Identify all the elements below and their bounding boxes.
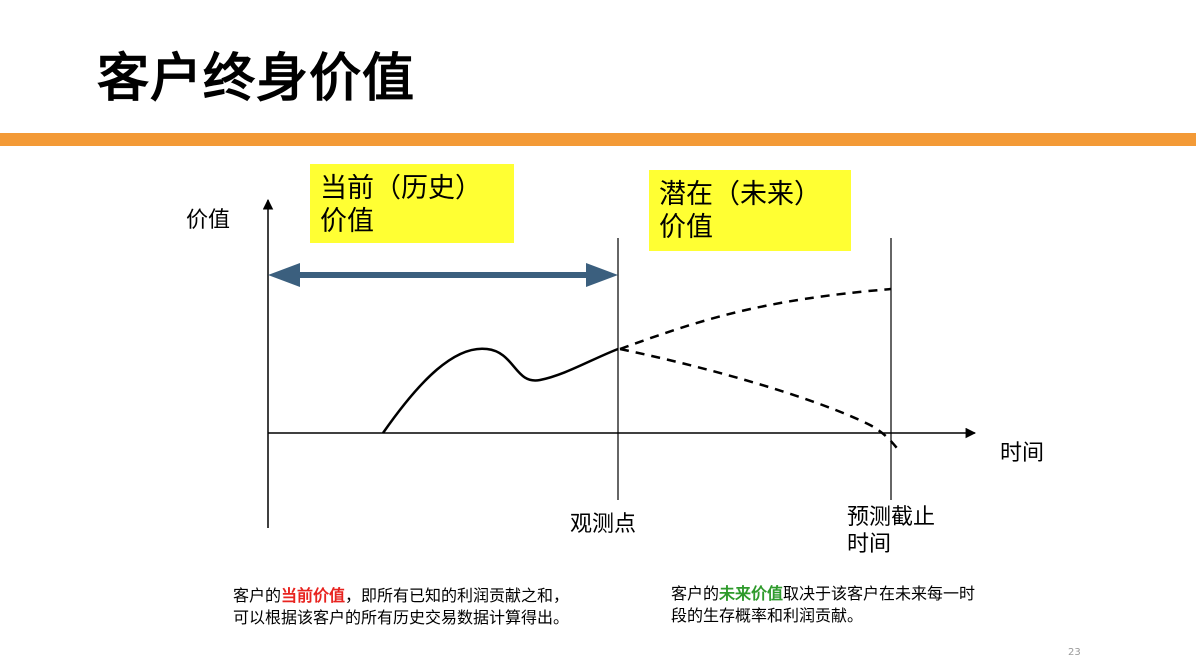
title-divider-bar — [0, 133, 1196, 146]
future-value-highlight: 未来价值 — [719, 584, 784, 603]
note-text: 客户的 — [671, 584, 720, 603]
observation-point-label: 观测点 — [570, 512, 637, 537]
current-value-note: 客户的当前价值，即所有已知的利润贡献之和，可以根据该客户的所有历史交易数据计算得… — [233, 585, 585, 629]
x-axis-label: 时间 — [1000, 441, 1045, 466]
page-number: 23 — [1068, 647, 1081, 658]
current-value-highlight: 当前价值 — [281, 586, 346, 605]
history-span-arrow — [268, 263, 618, 287]
history-value-line-1: 当前（历史） — [320, 173, 482, 204]
history-value-curve — [381, 347, 619, 434]
history-value-label: 当前（历史） 价值 — [310, 164, 514, 243]
note-text: 客户的 — [233, 586, 282, 605]
future-value-note: 客户的未来价值取决于该客户在未来每一时段的生存概率和利润贡献。 — [671, 583, 989, 627]
future-lower-curve — [619, 347, 901, 453]
forecast-cutoff-label: 预测截止 时间 — [847, 504, 935, 558]
history-value-line-2: 价值 — [320, 206, 374, 237]
future-value-line-2: 价值 — [659, 212, 713, 243]
slide-title: 客户终身价值 — [97, 49, 416, 109]
future-value-line-1: 潜在（未来） — [659, 179, 821, 210]
y-axis-label: 价值 — [186, 208, 231, 233]
future-value-label: 潜在（未来） 价值 — [649, 170, 851, 251]
forecast-cutoff-line-2: 时间 — [847, 532, 892, 557]
note-text: ，即所有已知的利润贡献之和，可以根据该客户的所有历史交易数据计算得出。 — [233, 586, 570, 627]
future-upper-curve — [619, 287, 892, 351]
note-text: 取决于该客户在未来每一时段的生存概率和利润贡献。 — [671, 584, 976, 625]
forecast-cutoff-line-1: 预测截止 — [847, 505, 936, 530]
